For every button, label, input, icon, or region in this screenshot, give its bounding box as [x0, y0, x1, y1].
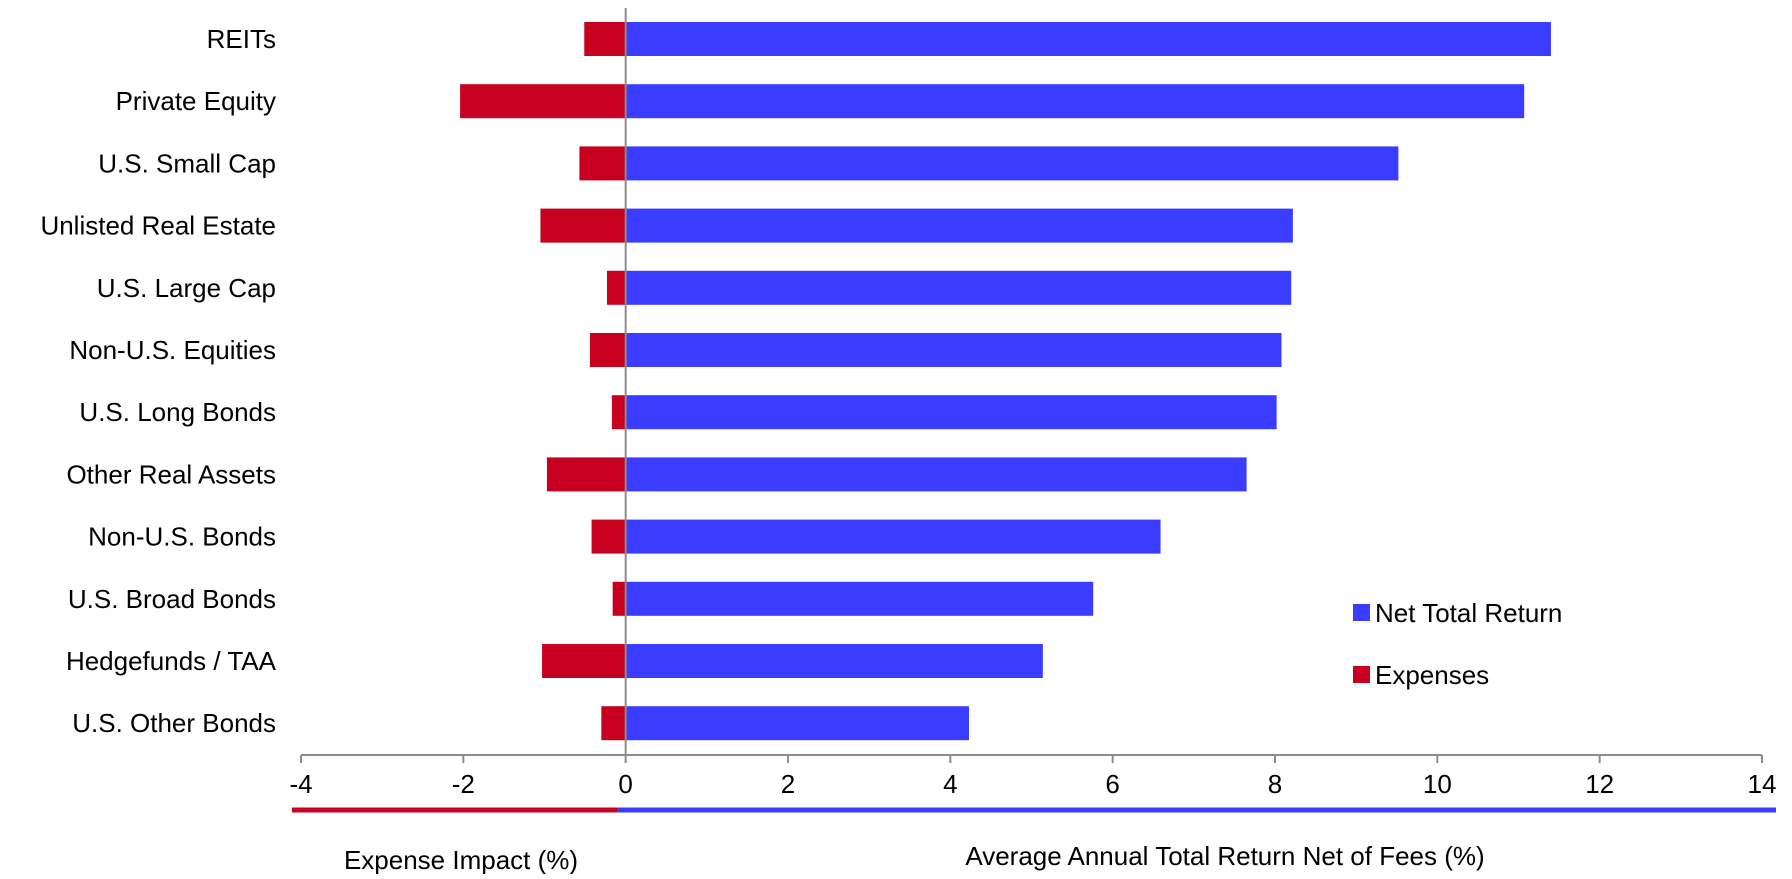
- x-tick-label: 10: [1423, 769, 1452, 799]
- bar-expenses-u-s-long-bonds: [611, 395, 626, 430]
- legend-swatch-net-total-return: [1353, 604, 1370, 621]
- bar-net-total-return-non-u-s-bonds: [625, 519, 1161, 554]
- legend-label-expenses: Expenses: [1375, 660, 1489, 690]
- bar-expenses-other-real-assets: [546, 457, 626, 492]
- bar-net-total-return-hedgefunds-taa: [625, 644, 1043, 678]
- bar-net-total-return-u-s-broad-bonds: [625, 581, 1094, 616]
- category-label-reits: REITs: [207, 24, 276, 54]
- bar-expenses-u-s-small-cap: [579, 146, 626, 181]
- category-label-u-s-other-bonds: U.S. Other Bonds: [72, 708, 276, 738]
- bar-expenses-hedgefunds-taa: [542, 644, 626, 678]
- bar-expenses-u-s-other-bonds: [601, 706, 626, 741]
- x-tick-label: 12: [1585, 769, 1614, 799]
- x-tick-label: -4: [289, 769, 312, 799]
- category-labels-group: REITs Private Equity U.S. Small Cap Unliste…: [40, 24, 276, 738]
- legend-swatch-expenses: [1353, 666, 1370, 683]
- bar-net-total-return-u-s-large-cap: [625, 270, 1292, 305]
- x-tick-label: 8: [1268, 769, 1282, 799]
- category-label-private-equity: Private Equity: [116, 86, 276, 116]
- category-label-unlisted-real-estate: Unlisted Real Estate: [40, 211, 276, 241]
- category-label-u-s-long-bonds: U.S. Long Bonds: [79, 397, 276, 427]
- bar-expenses-unlisted-real-estate: [540, 208, 626, 243]
- axis-titles: Expense Impact (%) Average Annual Total …: [344, 841, 1485, 875]
- bar-net-total-return-private-equity: [625, 84, 1525, 119]
- x-tick-label: 4: [943, 769, 957, 799]
- bar-net-total-return-unlisted-real-estate: [625, 208, 1293, 243]
- x-tick-label: -2: [452, 769, 475, 799]
- bar-expenses-private-equity: [460, 84, 626, 119]
- category-label-u-s-broad-bonds: U.S. Broad Bonds: [68, 584, 276, 614]
- bar-expenses-u-s-large-cap: [606, 270, 626, 305]
- bar-net-total-return-other-real-assets: [625, 457, 1247, 492]
- x-axis-label-return: Average Annual Total Return Net of Fees …: [965, 841, 1484, 871]
- bar-expenses-reits: [584, 22, 626, 56]
- category-label-u-s-large-cap: U.S. Large Cap: [97, 273, 276, 303]
- bar-expenses-non-u-s-bonds: [591, 519, 626, 554]
- bars-group: [460, 22, 1551, 741]
- category-label-other-real-assets: Other Real Assets: [66, 459, 276, 489]
- x-axis-label-expense: Expense Impact (%): [344, 845, 578, 874]
- x-axis: -4 -2 0 2 4 6 8 10 12 14: [289, 8, 1777, 813]
- category-label-u-s-small-cap: U.S. Small Cap: [98, 148, 276, 178]
- legend: Net Total Return Expenses: [1353, 598, 1562, 690]
- legend-label-net-total-return: Net Total Return: [1375, 598, 1562, 628]
- bar-net-total-return-reits: [625, 22, 1551, 56]
- x-tick-label: 2: [781, 769, 795, 799]
- bar-net-total-return-non-u-s-equities: [625, 333, 1282, 367]
- bar-net-total-return-u-s-small-cap: [625, 146, 1399, 181]
- category-label-non-u-s-equities: Non-U.S. Equities: [69, 335, 276, 365]
- bar-expenses-non-u-s-equities: [589, 333, 626, 367]
- x-tick-label: 14: [1748, 769, 1777, 799]
- x-tick-label: 6: [1105, 769, 1119, 799]
- bar-net-total-return-u-s-other-bonds: [625, 706, 970, 741]
- bar-expenses-u-s-broad-bonds: [612, 581, 626, 616]
- category-label-hedgefunds-taa: Hedgefunds / TAA: [66, 646, 277, 676]
- x-tick-label: 0: [618, 769, 632, 799]
- bar-net-total-return-u-s-long-bonds: [625, 395, 1277, 430]
- category-label-non-u-s-bonds: Non-U.S. Bonds: [88, 522, 276, 552]
